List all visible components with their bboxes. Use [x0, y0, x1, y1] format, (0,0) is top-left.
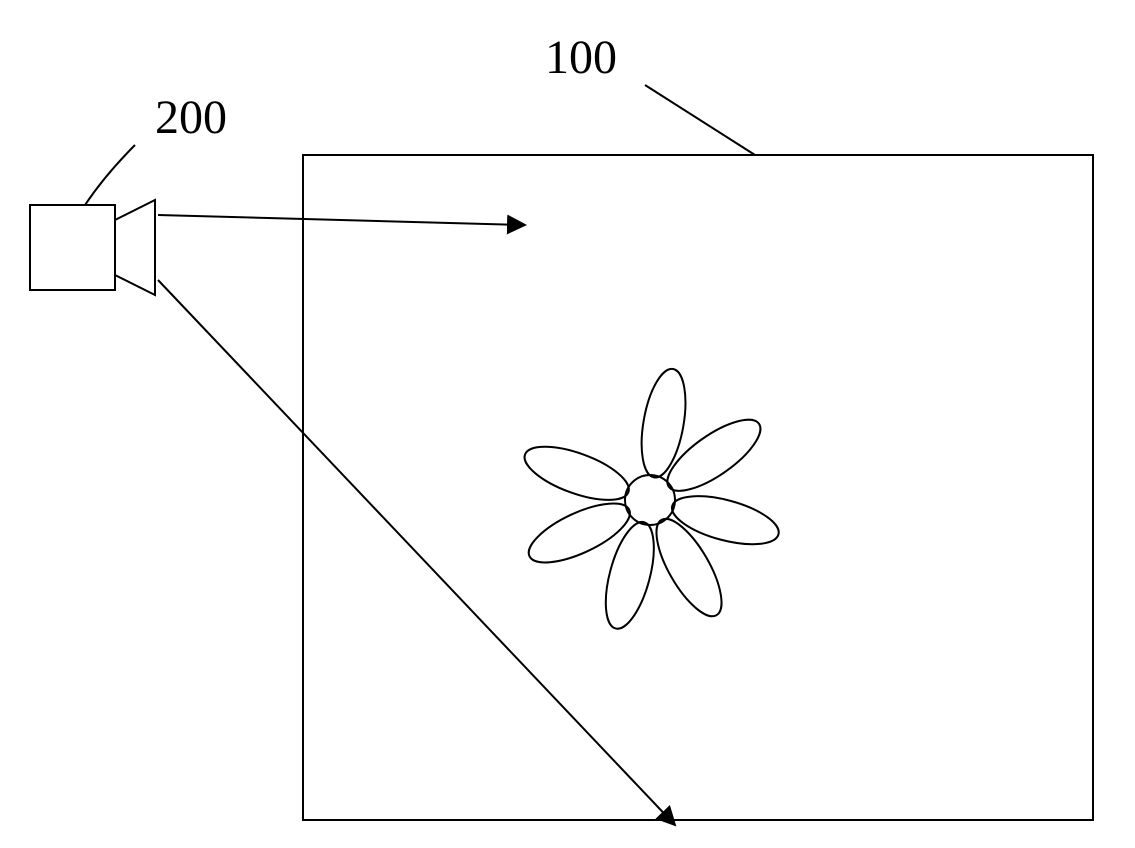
- label-200: 200: [155, 90, 227, 145]
- flower-petal: [518, 436, 635, 511]
- diagram-container: 200 100: [0, 0, 1135, 843]
- flower-icon: [518, 366, 783, 634]
- flower-petal: [667, 487, 784, 554]
- leader-line-200: [85, 145, 135, 205]
- flower-petal: [596, 517, 663, 634]
- leader-line-100: [645, 85, 755, 155]
- flower-petal: [521, 492, 638, 575]
- projection-ray-upper: [158, 215, 525, 225]
- flower-center: [625, 475, 675, 525]
- projector-body: [30, 205, 115, 290]
- flower-petal: [634, 366, 692, 481]
- projector-lens: [115, 200, 155, 295]
- projection-ray-lower: [158, 280, 675, 825]
- label-100: 100: [545, 30, 617, 85]
